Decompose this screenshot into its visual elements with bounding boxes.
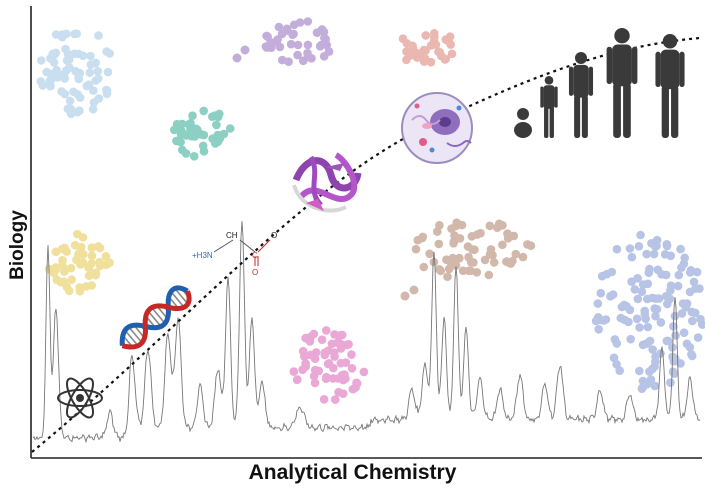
human-silhouette-adult-woman — [655, 34, 685, 138]
trend-curve — [31, 36, 701, 453]
human-silhouette-child — [540, 76, 558, 138]
y-axis-title: Biology — [7, 210, 28, 280]
amino-oxygen-top-label: O — [271, 231, 277, 240]
human-silhouette-baby — [514, 108, 532, 138]
dot-cluster-teal — [170, 106, 235, 161]
dna-helix-icon — [119, 285, 192, 350]
atom-icon — [57, 377, 103, 419]
axes — [30, 6, 702, 459]
dot-cluster-yellow — [44, 229, 114, 296]
human-silhouette-adult-man — [606, 28, 638, 138]
dot-cluster-light-blue — [36, 29, 114, 119]
dot-cluster-salmon — [398, 29, 457, 67]
dot-cluster-pink — [289, 326, 369, 404]
dot-cluster-tan — [411, 218, 536, 282]
protein-icon — [292, 152, 362, 213]
chromatogram-spectrum-trace — [32, 221, 701, 444]
x-axis-title: Analytical Chemistry — [248, 461, 457, 484]
amino-amine-label: +H3N — [192, 251, 213, 260]
amino-ch-label: CH — [226, 231, 238, 240]
amino-oxygen-bottom-label: O — [252, 268, 258, 277]
human-silhouette-teen — [568, 52, 594, 138]
human-development-icon — [514, 28, 685, 138]
dot-cluster-lavender — [261, 17, 334, 66]
dot-clusters — [36, 17, 705, 404]
cell-icon — [401, 92, 473, 164]
amino-acid-icon: CH +H3N C O O — [192, 231, 277, 277]
amino-carbon-label: C — [252, 251, 258, 260]
dot-cluster-periwinkle — [591, 230, 705, 394]
